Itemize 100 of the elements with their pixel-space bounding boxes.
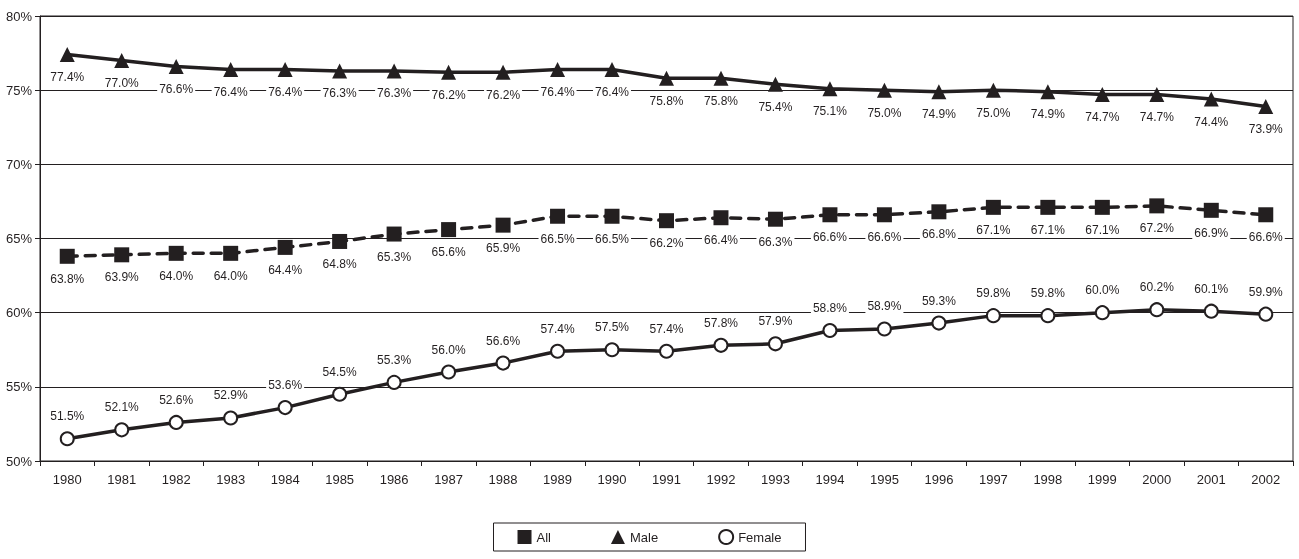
y-tick-label: 75% (5, 82, 33, 98)
point (386, 63, 402, 79)
data-label: 52.9% (213, 388, 249, 403)
point (441, 364, 457, 380)
x-tick-label: 1999 (1087, 472, 1117, 487)
point (1094, 305, 1110, 321)
x-tick-label: 1996 (924, 472, 954, 487)
data-label: 60.2% (1139, 280, 1175, 295)
point (550, 61, 566, 77)
data-label: 77.4% (50, 70, 85, 85)
point (277, 400, 293, 416)
data-label: 74.7% (1139, 110, 1175, 125)
data-label: 67.1% (1030, 222, 1066, 237)
point (441, 222, 457, 238)
data-label: 57.9% (758, 314, 793, 329)
data-label: 76.6% (159, 81, 194, 96)
point (332, 63, 348, 79)
x-tick-label: 1998 (1033, 472, 1063, 487)
data-label: 65.6% (431, 245, 466, 260)
data-label: 74.4% (1194, 114, 1229, 129)
point (876, 207, 892, 223)
x-tick-label: 1986 (379, 472, 409, 487)
x-tick-label: 1981 (107, 472, 137, 487)
data-label: 65.9% (486, 240, 521, 255)
point (659, 70, 674, 86)
point (1149, 302, 1165, 318)
point (168, 414, 184, 430)
point (822, 322, 838, 338)
x-tick-label: 1982 (161, 472, 191, 487)
point (604, 208, 620, 224)
data-label: 66.6% (1248, 230, 1284, 245)
data-label: 52.6% (159, 392, 194, 407)
point (767, 336, 783, 352)
point (876, 82, 892, 98)
point (713, 70, 729, 86)
point (114, 422, 130, 438)
point (1040, 199, 1056, 215)
legend-label: Male (629, 529, 659, 545)
legend-label: Female (738, 529, 782, 545)
data-label: 66.4% (703, 233, 739, 248)
point (168, 245, 184, 261)
data-label: 66.8% (921, 227, 957, 242)
point (985, 199, 1001, 215)
data-label: 74.9% (921, 107, 957, 122)
point (713, 210, 729, 226)
x-tick-label: 1988 (488, 472, 518, 487)
data-label: 66.6% (812, 230, 848, 245)
data-label: 63.9% (104, 270, 140, 285)
point (114, 53, 130, 68)
x-tick-label: 2001 (1196, 472, 1226, 487)
point (277, 61, 293, 77)
data-label: 60.1% (1194, 281, 1229, 296)
point (1040, 308, 1056, 324)
point (495, 64, 511, 80)
point (550, 208, 566, 224)
point (386, 226, 402, 242)
data-label: 59.8% (1030, 286, 1066, 301)
data-label: 60.0% (1085, 283, 1120, 298)
point (386, 374, 402, 390)
data-label: 75.4% (758, 99, 793, 114)
point (1258, 306, 1274, 322)
data-label: 75.8% (703, 93, 739, 108)
point (931, 315, 947, 331)
point (332, 386, 348, 402)
data-label: 52.1% (104, 400, 140, 415)
data-label: 67.1% (1085, 222, 1120, 237)
data-label: 66.3% (758, 234, 793, 249)
point (1149, 87, 1165, 103)
y-tick-label: 70% (5, 156, 33, 172)
data-label: 66.5% (595, 231, 630, 246)
point (1203, 202, 1219, 218)
point (985, 308, 1001, 324)
y-tick-label: 55% (5, 379, 33, 395)
data-label: 76.3% (322, 86, 357, 101)
point (604, 61, 620, 77)
data-label: 64.8% (322, 256, 357, 271)
data-label: 64.0% (213, 268, 249, 283)
x-tick-label: 1989 (543, 472, 572, 487)
point (59, 431, 75, 447)
data-label: 53.6% (268, 378, 303, 393)
data-label: 56.0% (431, 342, 466, 357)
data-label: 59.8% (976, 286, 1011, 301)
data-label: 63.8% (50, 271, 85, 286)
data-label: 76.4% (268, 84, 303, 99)
data-label: 66.5% (540, 231, 575, 246)
data-label: 58.9% (867, 299, 902, 314)
point (114, 247, 130, 263)
data-label: 76.2% (486, 87, 521, 102)
y-tick-label: 60% (5, 305, 33, 321)
point (767, 76, 783, 92)
point (1203, 91, 1219, 107)
point (441, 64, 457, 80)
point (713, 337, 729, 353)
data-label: 54.5% (322, 364, 357, 379)
point (931, 204, 947, 220)
data-label: 64.4% (268, 262, 303, 277)
point (223, 245, 239, 261)
x-tick-label: 1995 (869, 472, 899, 487)
data-label: 66.9% (1194, 225, 1229, 240)
point (1149, 198, 1165, 214)
